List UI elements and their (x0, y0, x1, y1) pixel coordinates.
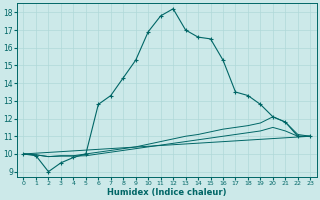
X-axis label: Humidex (Indice chaleur): Humidex (Indice chaleur) (107, 188, 227, 197)
